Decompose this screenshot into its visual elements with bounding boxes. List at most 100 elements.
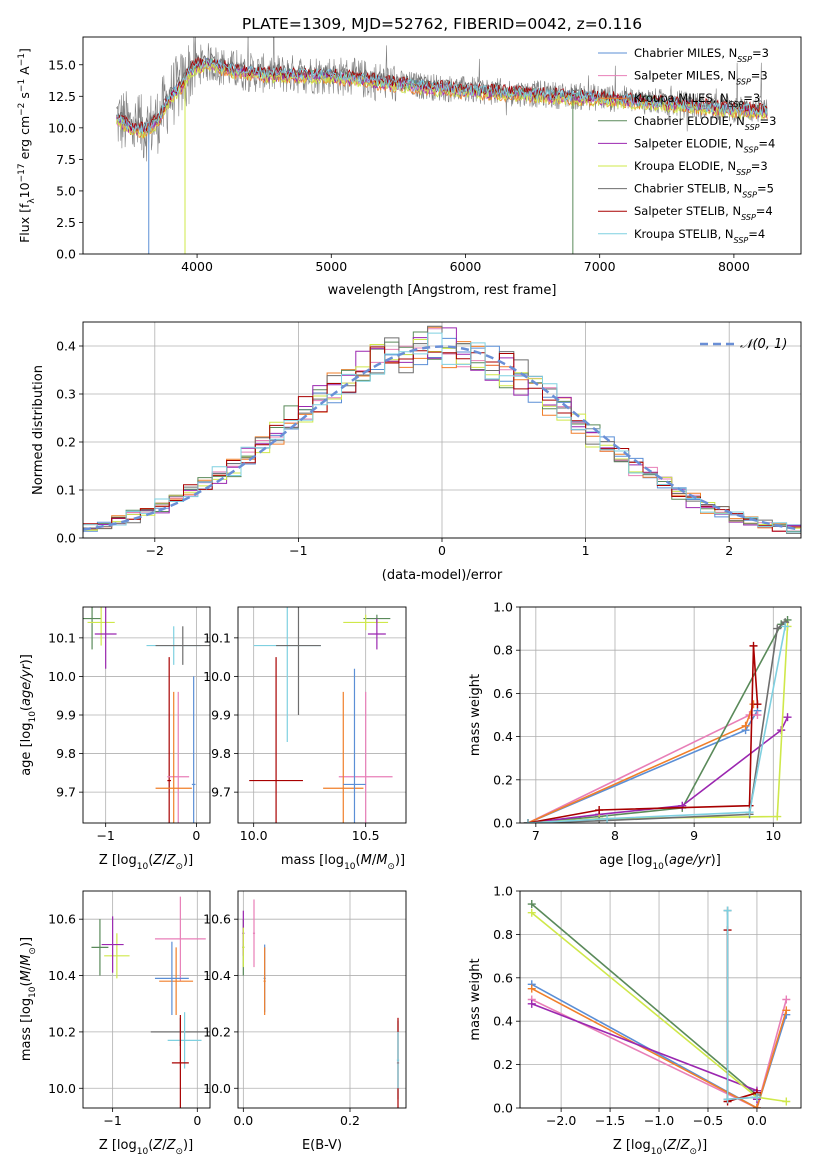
plots-layer: 4000 5000 6000 7000 80000.02.55.07.510.012.5… [17, 36, 802, 1157]
y-tick-label: 10.0 [48, 1081, 76, 1096]
y-axis-label: mass [log10(M/M⊙)] [19, 937, 38, 1061]
legend-label-chabrier_miles: Chabrier MILES, NSSP=3 [634, 46, 769, 64]
x-tick-label: 7000 [584, 259, 616, 274]
ebv_mass-plot-area [242, 899, 400, 1108]
weight-marker-kroupa_miles [527, 984, 536, 993]
y-tick-label: 10.6 [203, 912, 231, 927]
axes-frame [237, 606, 407, 824]
x-tick-label: 0 [438, 543, 446, 558]
legend-label-salpeter_stelib: Salpeter STELIB, NSSP=4 [634, 204, 773, 222]
y-tick-label: 0.2 [493, 1057, 513, 1072]
y-axis-label: mass weight [468, 674, 483, 756]
y-tick-label: 9.7 [211, 785, 231, 800]
y-tick-label: 0.8 [493, 643, 513, 658]
x-axis-label: Z [log10(Z/Z⊙)] [99, 853, 193, 872]
x-tick-label: 10.0 [240, 828, 268, 843]
x-tick-label: 4000 [181, 259, 213, 274]
y-tick-label: 10.0 [203, 1081, 231, 1096]
x-tick-label: −2.0 [546, 1113, 576, 1128]
x-tick-label: 9 [690, 828, 698, 843]
y-tick-label: 9.9 [56, 708, 76, 723]
y-tick-label: 10.1 [48, 630, 76, 645]
y-tick-label: 0.4 [56, 339, 76, 354]
weight-marker-kroupa_elodie [782, 1097, 791, 1106]
y-tick-label: 10.4 [203, 968, 231, 983]
y-tick-label: 0.6 [493, 686, 513, 701]
y-tick-label: 2.5 [56, 215, 76, 230]
weight-marker-kroupa_miles [752, 1104, 761, 1108]
age_weight-panel: 7 8 9 10 0.0 0.2 0.4 0.6 0.8 1.0 mass weight age [l… [468, 600, 802, 872]
weight-marker-kroupa_stelib [745, 808, 754, 817]
legend-label-salpeter_elodie: Salpeter ELODIE, NSSP=4 [634, 136, 775, 154]
weight-marker-kroupa_miles [741, 721, 750, 730]
weight-marker-kroupa_miles [782, 1006, 791, 1015]
weight-marker-kroupa_stelib [523, 819, 532, 823]
x-tick-label: −1 [289, 543, 307, 558]
z_weight-panel: −2.0 −1.5 −1.0 −0.5 0.0 0.0 0.2 0.4 0.6 0.8 1.0 mas… [468, 884, 802, 1157]
x-tick-label: −1 [103, 1113, 121, 1128]
y-tick-label: 15.0 [48, 57, 76, 72]
weight-marker-salpeter_miles [753, 711, 762, 719]
weight-marker-kroupa_stelib [723, 906, 732, 915]
x-axis-label: Z [log10(Z/Z⊙)] [613, 1138, 707, 1157]
weight-marker-salpeter_elodie [527, 999, 536, 1008]
spectrum-plot-area [116, 37, 768, 254]
z_age-plot-area [83, 607, 210, 823]
weight-marker-kroupa_stelib [723, 1095, 732, 1104]
ebv_mass-panel: 0.0 0.2 10.0 10.2 10.4 10.6 E(B-V) [203, 890, 407, 1153]
weight-line-chabrier_stelib [726, 910, 757, 1101]
weight-marker-salpeter_elodie [783, 713, 792, 722]
x-tick-label: 8 [611, 828, 619, 843]
weight-line-kroupa_stelib [527, 626, 786, 823]
y-tick-label: 10.2 [203, 1024, 231, 1039]
axes-frame [237, 890, 407, 1109]
gaussian-curve [83, 345, 801, 531]
x-tick-label: 10 [765, 828, 781, 843]
y-tick-label: 5.0 [56, 183, 76, 198]
y-tick-label: 0.0 [56, 531, 76, 546]
y-tick-label: 10.0 [48, 669, 76, 684]
axes-frame [519, 606, 802, 824]
weight-line-chabrier_elodie [531, 903, 758, 1096]
y-tick-label: 9.7 [56, 785, 76, 800]
y-tick-label: 0.6 [493, 970, 513, 985]
weight-line-kroupa_stelib [726, 910, 757, 1101]
residuals-panel: −2 −1 0 1 2 0.0 0.1 0.2 0.3 0.4 (data-model)/error… [31, 321, 802, 583]
z_mass-plot-area [91, 896, 210, 1108]
weight-line-kroupa_miles [531, 987, 788, 1108]
y-axis-label: Normed distribution [31, 365, 46, 495]
axes-frame [82, 606, 211, 824]
axes-frame [82, 321, 802, 539]
y-tick-label: 0.0 [493, 1101, 513, 1116]
weight-marker-chabrier_stelib [595, 816, 604, 823]
model-line-salpeter_elodie [116, 58, 768, 135]
age_weight-plot-area [523, 615, 792, 823]
y-tick-label: 9.8 [211, 746, 231, 761]
y-tick-label: 10.6 [48, 912, 76, 927]
spectrum-panel: 4000 5000 6000 7000 8000 0.0 2.5 5.0 7.5 10.0 12.5… [17, 36, 802, 298]
y-axis-label: Flux [fλ10−17 erg cm−2 s−1 A−1] [17, 48, 37, 243]
y-tick-label: 0.8 [493, 927, 513, 942]
x-tick-label: −0.5 [693, 1113, 723, 1128]
x-axis-label: E(B-V) [302, 1138, 342, 1153]
x-axis-label: Z [log10(Z/Z⊙)] [99, 1138, 193, 1157]
x-tick-label: 0 [192, 828, 200, 843]
y-tick-label: 1.0 [493, 600, 513, 615]
y-tick-label: 10.0 [48, 120, 76, 135]
y-tick-label: 1.0 [493, 884, 513, 899]
y-tick-label: 0.3 [56, 387, 76, 402]
x-tick-label: 0.0 [233, 1113, 253, 1128]
y-tick-label: 9.9 [211, 708, 231, 723]
mass_age-panel: 10.0 10.5 9.7 9.8 9.9 10.0 10.1 mass [log10(M/M… [203, 606, 407, 872]
y-tick-label: 9.8 [56, 746, 76, 761]
y-tick-label: 10.0 [203, 669, 231, 684]
x-axis-label: (data-model)/error [382, 568, 503, 583]
legend-label-kroupa_miles: Kroupa MILES, NSSP=3 [634, 91, 760, 109]
x-tick-label: 1 [582, 543, 590, 558]
x-tick-label: −1.0 [644, 1113, 674, 1128]
weight-line-kroupa_miles [527, 703, 755, 823]
axes-frame [519, 890, 802, 1109]
x-axis-label: age [log10(age/yr)] [599, 853, 721, 872]
weight-marker-kroupa_stelib [603, 814, 612, 823]
weight-marker-kroupa_stelib [781, 622, 790, 631]
